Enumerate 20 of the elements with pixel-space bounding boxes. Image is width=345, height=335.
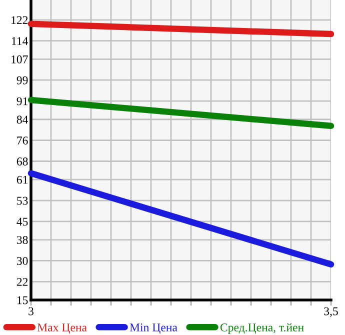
y-tick-label: 15 [17, 296, 28, 304]
legend-label: Max Цена [37, 324, 87, 334]
y-tick-label: 53 [17, 196, 28, 205]
y-tick-label: 61 [16, 176, 28, 184]
y-tick-label: 45 [16, 218, 28, 226]
legend-label: Сред.Цена, т.йен [220, 323, 304, 334]
y-tick-label: 38 [16, 236, 28, 244]
y-tick-label: 122 [12, 16, 28, 24]
x-tick-label: 3,5 [324, 307, 338, 317]
y-tick-label: 99 [16, 76, 28, 84]
y-tick-label: 114 [12, 37, 28, 45]
y-tick-label: 30 [16, 256, 28, 265]
x-tick-label: 3 [28, 307, 34, 316]
y-tick-label: 107 [12, 55, 28, 64]
y-tick-label: 84 [16, 116, 28, 124]
legend-label: Min Цена [130, 323, 178, 334]
y-tick-label: 22 [16, 278, 28, 286]
y-tick-label: 76 [17, 136, 28, 145]
y-tick-label: 68 [16, 158, 28, 166]
y-tick-label: 91 [16, 97, 28, 106]
